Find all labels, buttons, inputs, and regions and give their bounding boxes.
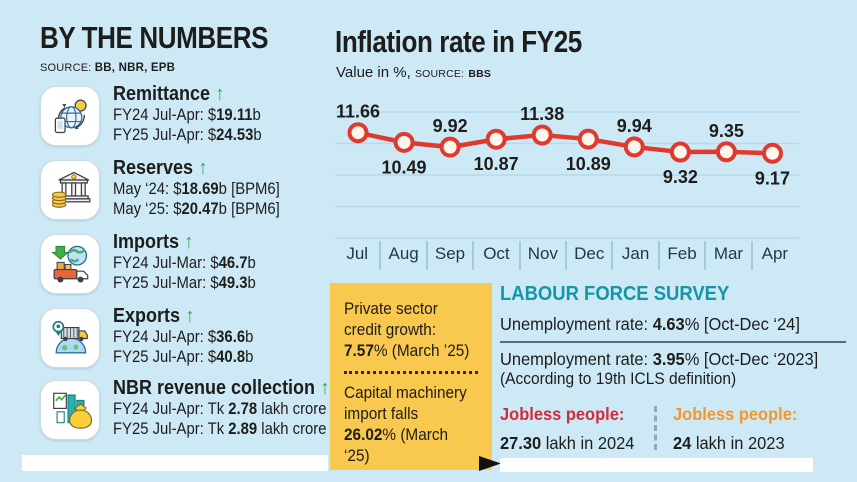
point-label: 9.94 (617, 116, 652, 136)
month-tick: Sep (425, 241, 472, 270)
stat-line: FY25 Jul-Apr: $24.53b (113, 125, 262, 144)
month-axis: Jul Aug Sep Oct Nov Dec Jan Feb Mar Apr (335, 241, 797, 270)
stat-line: FY24 Jul-Apr: Tk 2.78 lakh crore (113, 400, 327, 418)
source-label: SOURCE: (40, 62, 92, 74)
stat-item-exports: Exports ↑ FY24 Jul-Apr: $36.6b FY25 Jul-Apr… (40, 305, 269, 368)
remittance-icon (40, 86, 100, 146)
stat-line: May ‘24: $18.69b [BPM6] (113, 180, 280, 198)
month-tick: Apr (750, 241, 797, 270)
unemployment-row: Unemployment rate: 3.95% [Oct-Dec ‘2023] (500, 349, 819, 369)
stat-text: NBR revenue collection ↑ FY24 Jul-Apr: Tk … (113, 377, 329, 440)
inflation-chart: 11.66 10.49 9.92 10.87 11.38 10.89 9.94 9.32 9.3… (335, 102, 799, 239)
inflation-chart-subtitle: Value in %, SOURCE: BBS (336, 64, 492, 81)
month-tick: Nov (518, 241, 565, 270)
up-arrow-icon: ↑ (185, 305, 195, 327)
reserves-icon (40, 160, 100, 220)
stat-line: FY25 Jul-Apr: $40.8b (113, 347, 254, 366)
stat-line: FY25 Jul-Apr: Tk 2.89 lakh crore (113, 419, 327, 438)
stats-list: Remittance ↑ FY24 Jul-Apr: $19.11b FY25 Jul… (40, 83, 340, 464)
labour-force-title: LABOUR FORCE SURVEY (500, 282, 730, 305)
unemployment-row: Unemployment rate: 4.63% [Oct-Dec ‘24] (500, 314, 800, 334)
stat-title: Imports ↑ (113, 231, 194, 253)
stat-item-nbr-revenue-collection: NBR revenue collection ↑ FY24 Jul-Apr: Tk … (40, 377, 354, 440)
chart-source-label: SOURCE: (414, 68, 465, 80)
footer-bar-left (22, 455, 328, 471)
by-the-numbers-title: BY THE NUMBERS (40, 20, 269, 55)
jobless-value: 24 lakh in 2023 (673, 433, 785, 453)
jobless-label: Jobless people: (673, 404, 798, 424)
stat-title: Exports ↑ (113, 305, 195, 327)
jobless-people-row: Jobless people: 27.30 lakh in 2024 Jobless… (500, 404, 850, 454)
point-label: 9.35 (709, 121, 744, 141)
stat-title: Reserves ↑ (113, 157, 208, 179)
stat-text: Imports ↑ FY24 Jul-Mar: $46.7b FY25 Jul-Mar… (113, 231, 256, 294)
month-tick: Oct (472, 241, 518, 270)
point-label: 10.89 (566, 154, 611, 174)
credit-note-box: Private sector credit growth: 7.57% (Mar… (330, 283, 492, 470)
chart-source-value: BBS (468, 68, 492, 80)
up-arrow-icon: ↑ (198, 157, 208, 179)
month-tick: Jan (611, 241, 657, 270)
jobless-col: Jobless people: 27.30 lakh in 2024 (500, 404, 652, 454)
jobless-col: Jobless people: 24 lakh in 2023 (673, 404, 825, 454)
nbr-icon (40, 380, 100, 440)
point-label: 9.17 (755, 168, 790, 188)
footer-bar-right (500, 458, 813, 472)
stat-title: Remittance ↑ (113, 83, 225, 105)
up-arrow-icon: ↑ (320, 377, 330, 399)
stat-item-imports: Imports ↑ FY24 Jul-Mar: $46.7b FY25 Jul-Mar… (40, 231, 272, 294)
exports-icon (40, 308, 100, 368)
stat-item-reserves: Reserves ↑ May ‘24: $18.69b [BPM6] May ‘25:… (40, 157, 298, 220)
stat-title: NBR revenue collection ↑ (113, 377, 330, 399)
credit-note: Private sector credit growth: 7.57% (Mar… (344, 300, 470, 360)
point-label: 11.66 (336, 102, 380, 122)
inflation-chart-title: Inflation rate in FY25 (335, 24, 582, 59)
up-arrow-icon: ↑ (215, 83, 225, 105)
point-label: 11.38 (520, 104, 564, 124)
labour-force-rows: Unemployment rate: 4.63% [Oct-Dec ‘24] Un… (500, 314, 850, 389)
dotted-divider (344, 371, 478, 374)
month-tick: Aug (379, 241, 425, 270)
stat-item-remittance: Remittance ↑ FY24 Jul-Apr: $19.11b FY25 Jul… (40, 83, 278, 146)
stat-text: Remittance ↑ FY24 Jul-Apr: $19.11b FY25 Jul… (113, 83, 262, 146)
credit-note: Capital machinery import falls 26.02% (M… (344, 384, 467, 465)
dashed-divider (654, 406, 657, 450)
jobless-value: 27.30 lakh in 2024 (500, 433, 635, 453)
imports-icon (40, 234, 100, 294)
stat-line: FY24 Jul-Mar: $46.7b (113, 254, 256, 272)
up-arrow-icon: ↑ (184, 231, 194, 253)
month-tick: Dec (565, 241, 611, 270)
month-tick: Jul (346, 244, 369, 263)
month-tick: Feb (657, 241, 704, 270)
stat-line: FY24 Jul-Apr: $36.6b (113, 328, 254, 346)
labour-force-section: LABOUR FORCE SURVEY Unemployment rate: 4… (500, 282, 850, 454)
stat-line: May ‘25: $20.47b [BPM6] (113, 199, 280, 218)
stat-line: FY25 Jul-Mar: $49.3b (113, 273, 256, 292)
stat-text: Reserves ↑ May ‘24: $18.69b [BPM6] May ‘25:… (113, 157, 280, 220)
point-label: 10.49 (382, 157, 427, 177)
by-the-numbers-source: SOURCE: BB, NBR, EPB (40, 62, 175, 74)
month-tick: Mar (704, 241, 750, 270)
point-label: 9.92 (433, 116, 468, 136)
point-label: 10.87 (474, 154, 519, 174)
point-label: 9.32 (663, 167, 698, 187)
unemployment-note: (According to 19th ICLS definition) (500, 370, 737, 388)
stat-line: FY24 Jul-Apr: $19.11b (113, 106, 261, 124)
source-value: BB, NBR, EPB (94, 62, 176, 74)
row-divider (500, 341, 846, 343)
stat-text: Exports ↑ FY24 Jul-Apr: $36.6b FY25 Jul-Apr… (113, 305, 253, 368)
jobless-label: Jobless people: (500, 404, 625, 424)
